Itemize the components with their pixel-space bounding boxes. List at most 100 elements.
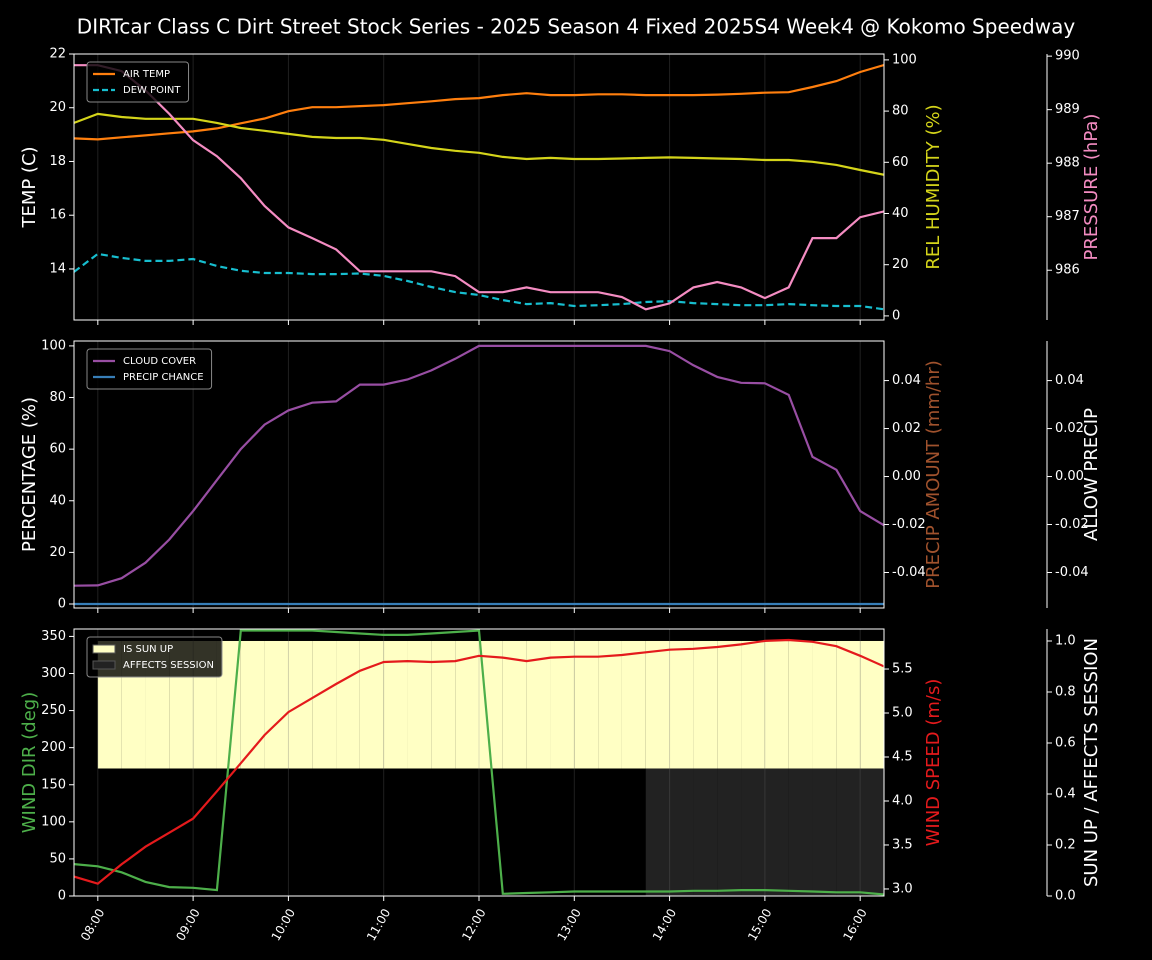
y-tick-label: 20 [49, 545, 66, 560]
y-tick-label: 22 [49, 47, 66, 62]
fill-region [312, 640, 337, 769]
y2-tick-label: 5.0 [892, 706, 913, 721]
axis-label: REL HUMIDITY (%) [923, 104, 944, 269]
fill-region [693, 640, 718, 769]
y2-tick-label: -0.02 [892, 517, 926, 532]
legend-swatch [92, 660, 116, 670]
y3-tick-label: 986 [1055, 263, 1080, 278]
fill-region [407, 640, 432, 769]
fill-region [741, 640, 765, 769]
axis-label: WIND SPEED (m/s) [923, 679, 944, 847]
y3-tick-label: 990 [1055, 49, 1080, 64]
fill-region [359, 640, 384, 769]
y3-tick-label: 0.02 [1055, 421, 1084, 436]
fill-region [264, 640, 289, 769]
fill-region [717, 768, 742, 896]
axis-label: ALLOW PRECIP [1081, 408, 1102, 541]
y-tick-label: 300 [41, 666, 66, 681]
y2-tick-label: 40 [892, 206, 909, 221]
axis-label: SUN UP / AFFECTS SESSION [1081, 638, 1102, 887]
fill-region [336, 640, 360, 769]
plot-area [74, 629, 884, 896]
fill-region [574, 640, 599, 769]
y-tick-label: 16 [49, 208, 66, 223]
y-tick-label: 100 [41, 338, 66, 353]
plot-frame [73, 53, 885, 321]
fill-region [526, 640, 551, 769]
plot-frame [73, 340, 885, 609]
fill-region [598, 640, 622, 769]
legend-box [86, 61, 190, 103]
y-tick-label: 200 [41, 740, 66, 755]
fill-region [812, 768, 837, 896]
legend-swatch [92, 644, 116, 654]
fill-region [669, 768, 694, 896]
y-tick-label: 50 [49, 851, 66, 866]
fill-region [860, 640, 884, 769]
y2-tick-label: 0 [892, 308, 900, 323]
line [74, 64, 884, 311]
y2-tick-label: 20 [892, 257, 909, 272]
axis-label: PERCENTAGE (%) [19, 397, 40, 552]
fill-region [240, 640, 265, 769]
axis-label: PRESSURE (hPa) [1081, 114, 1102, 261]
plot-area [74, 54, 884, 320]
fill-region [216, 640, 241, 769]
y-tick-label: 80 [49, 390, 66, 405]
y3-tick-label: 0.2 [1055, 837, 1076, 852]
y2-tick-label: 3.0 [892, 881, 913, 896]
y3-tick-label: 1.0 [1055, 633, 1076, 648]
fill-region [836, 640, 861, 769]
legend: AIR TEMP DEW POINT [86, 61, 190, 103]
y2-tick-label: 0.04 [892, 373, 921, 388]
legend-label: IS SUN UP [123, 644, 173, 655]
y-tick-label: 20 [49, 100, 66, 115]
y2-tick-label: -0.04 [892, 565, 926, 580]
y-tick-label: 40 [49, 493, 66, 508]
fill-region [788, 768, 813, 896]
line [74, 629, 884, 896]
y3-tick-label: 0.8 [1055, 684, 1076, 699]
fill-region [764, 640, 789, 769]
line [74, 112, 884, 176]
line [74, 638, 884, 885]
fill-region [788, 640, 813, 769]
fill-region [550, 640, 575, 769]
fill-region [836, 768, 861, 896]
fill-region [860, 768, 884, 896]
fill-region [455, 640, 479, 769]
plot-frame [73, 628, 885, 897]
fill-region [479, 640, 503, 769]
y2-tick-label: 3.5 [892, 837, 913, 852]
legend-label: DEW POINT [123, 85, 181, 96]
y3-tick-label: 0.6 [1055, 735, 1076, 750]
axis-label: PRECIP AMOUNT (mm/hr) [923, 360, 944, 589]
legend: IS SUN UP AFFECTS SESSION [86, 636, 223, 678]
y-tick-label: 60 [49, 442, 66, 457]
legend-box [86, 636, 223, 678]
y3-tick-label: 989 [1055, 102, 1080, 117]
y2-tick-label: 100 [892, 52, 917, 67]
fill-region [717, 640, 742, 769]
y3-tick-label: 987 [1055, 209, 1080, 224]
y3-tick-label: 0.00 [1055, 469, 1084, 484]
y3-tick-label: 988 [1055, 156, 1080, 171]
y2-tick-label: 0.02 [892, 421, 921, 436]
fill-region [383, 640, 408, 769]
legend-box [86, 348, 213, 390]
fill-region [693, 768, 718, 896]
axis-label: WIND DIR (deg) [19, 692, 40, 834]
y3-tick-label: 0.0 [1055, 889, 1076, 904]
line [74, 344, 884, 587]
y2-tick-label: 0.00 [892, 469, 921, 484]
y-tick-label: 18 [49, 154, 66, 169]
line [74, 63, 884, 141]
fill-region [621, 640, 646, 769]
y-tick-label: 350 [41, 629, 66, 644]
y2-tick-label: 4.0 [892, 793, 913, 808]
y2-tick-label: 5.5 [892, 662, 913, 677]
plot-area [74, 341, 884, 608]
fill-region [431, 640, 456, 769]
legend: CLOUD COVER PRECIP CHANCE [86, 348, 213, 390]
fill-region [741, 768, 765, 896]
